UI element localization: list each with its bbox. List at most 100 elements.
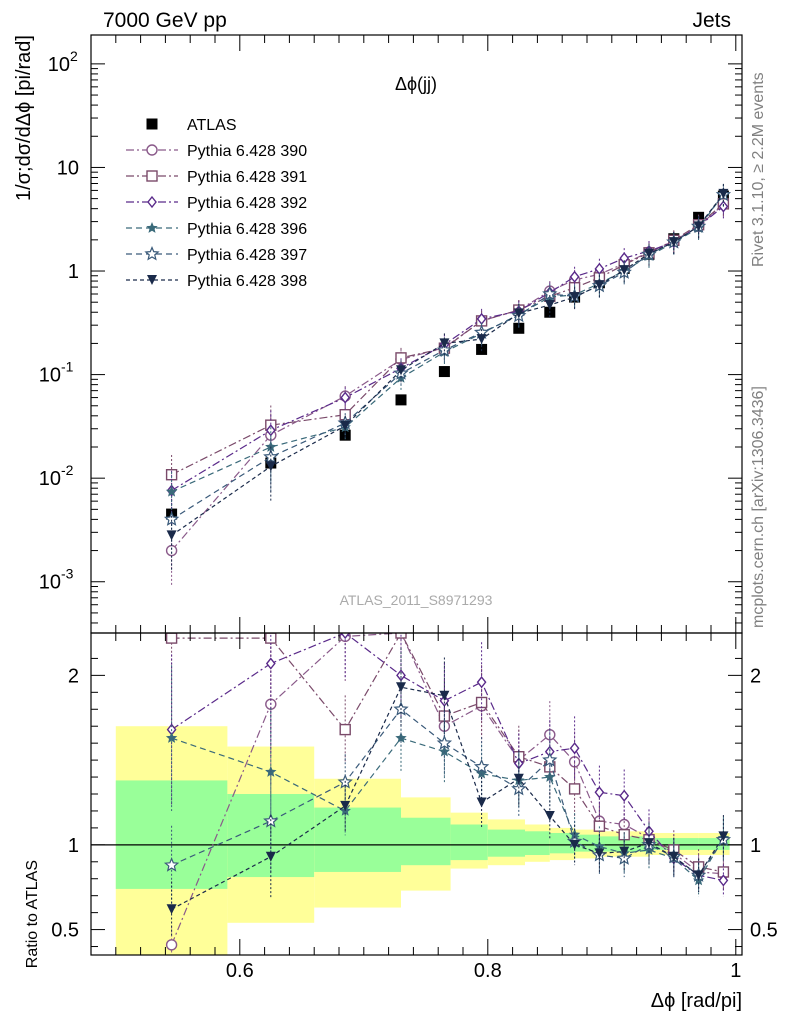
uncertainty-band-green <box>698 838 730 850</box>
header-right-text: Jets <box>692 9 731 32</box>
legend-label: Pythia 6.428 398 <box>187 273 307 290</box>
main-series-layer <box>163 183 732 587</box>
main-plot-title: Δϕ(jj) <box>395 74 437 94</box>
legend-label: Pythia 6.428 396 <box>187 221 307 238</box>
uncertainty-band-green <box>314 807 401 872</box>
series-pythia-6-428-398 <box>166 647 729 937</box>
series-line <box>171 194 724 520</box>
data-point <box>569 292 580 303</box>
x-axis-label: Δϕ [rad/pi] <box>651 990 742 1012</box>
data-point <box>544 299 555 310</box>
data-point <box>473 758 490 774</box>
ratio-y-axis-label: Ratio to ATLAS <box>24 860 41 968</box>
uncertainty-band-green <box>401 817 451 866</box>
data-point <box>265 424 276 437</box>
series-pythia-6-428-392 <box>166 196 729 527</box>
data-point <box>396 669 406 682</box>
data-point <box>569 839 580 850</box>
data-point <box>396 682 406 693</box>
ratio-y-tick-label: 0.5 <box>51 920 79 942</box>
data-point <box>594 786 605 799</box>
data-point <box>147 275 157 285</box>
y-tick-label-exponent: -1 <box>61 359 74 375</box>
data-point <box>618 818 630 831</box>
legend: ATLAS Pythia 6.428 390 Pythia 6.428 391 Pyt… <box>126 117 307 290</box>
data-point <box>395 394 407 406</box>
ratio-y-tick-label: 2 <box>68 665 79 687</box>
data-point <box>163 857 180 872</box>
data-point <box>542 752 558 767</box>
data-point <box>439 338 450 349</box>
x-tick-label: 0.6 <box>226 960 254 982</box>
data-point <box>340 420 351 431</box>
series-line <box>171 193 724 493</box>
y-tick-label: 10 <box>57 157 79 179</box>
uncertainty-band-green <box>673 838 699 850</box>
header-left-text: 7000 GeV pp <box>103 9 227 32</box>
data-point <box>568 783 581 795</box>
series-pythia-6-428-398 <box>166 183 729 572</box>
data-point <box>718 188 729 199</box>
data-point <box>668 237 679 248</box>
x-tick-label: 1 <box>730 960 741 982</box>
legend-item: Pythia 6.428 398 <box>126 273 307 290</box>
data-point <box>166 904 177 915</box>
y-tick-label: 10 <box>48 54 70 76</box>
data-point <box>476 797 487 808</box>
legend-label: Pythia 6.428 397 <box>187 247 307 264</box>
data-point <box>146 144 158 156</box>
uncertainty-band-green <box>549 832 575 854</box>
data-point <box>265 633 277 644</box>
ratio-y-tick-label-right: 2 <box>750 665 761 687</box>
data-point <box>165 633 178 644</box>
legend-label: Pythia 6.428 392 <box>187 195 307 212</box>
legend-item: ATLAS <box>146 117 237 134</box>
legend-item: Pythia 6.428 392 <box>126 195 307 212</box>
data-point <box>265 657 276 670</box>
uncertainty-band-green <box>487 829 525 857</box>
data-point <box>147 195 157 209</box>
data-point <box>340 391 351 404</box>
data-point <box>438 366 450 378</box>
y-tick-label: 1 <box>68 261 79 283</box>
ratio-y-tick-label-right: 1 <box>750 835 761 857</box>
data-point <box>165 939 178 951</box>
uncertainty-band-green <box>450 824 488 861</box>
data-point <box>163 511 180 526</box>
data-point <box>544 771 556 782</box>
data-point <box>569 270 580 283</box>
data-point <box>475 767 488 779</box>
rivet-version-text: Rivet 3.1.10, ≥ 2.2M events <box>750 72 767 267</box>
data-point <box>718 831 729 842</box>
uncertainty-band-green <box>525 831 550 856</box>
data-point <box>513 308 524 319</box>
data-point <box>594 280 605 291</box>
data-point <box>644 838 654 849</box>
legend-label: ATLAS <box>187 117 237 134</box>
data-point <box>693 221 704 232</box>
uncertainty-band-green <box>624 836 649 852</box>
data-point <box>396 365 406 376</box>
data-point <box>619 789 630 802</box>
data-point <box>146 222 158 233</box>
y-tick-label-exponent: 2 <box>70 48 78 64</box>
data-point <box>165 544 178 557</box>
analysis-label: ATLAS_2011_S8971293 <box>340 592 493 608</box>
y-tick-label-exponent: -3 <box>61 566 74 582</box>
data-point <box>439 690 450 701</box>
data-point <box>476 334 487 345</box>
main-y-axis-label: 1/σ;dσ/dΔϕ [pi/rad] <box>13 35 35 201</box>
legend-item: Pythia 6.428 397 <box>126 245 307 264</box>
data-point <box>593 820 606 832</box>
data-point <box>146 170 158 182</box>
data-point <box>265 851 276 862</box>
data-point <box>165 485 178 497</box>
ratio-panel-frame <box>90 632 743 956</box>
data-point <box>476 676 487 689</box>
data-point <box>340 800 351 811</box>
plot-frames <box>90 34 743 956</box>
legend-item: Pythia 6.428 391 <box>126 169 307 186</box>
data-point <box>619 846 630 857</box>
legend-label: Pythia 6.428 391 <box>187 169 307 186</box>
data-point <box>166 530 177 541</box>
